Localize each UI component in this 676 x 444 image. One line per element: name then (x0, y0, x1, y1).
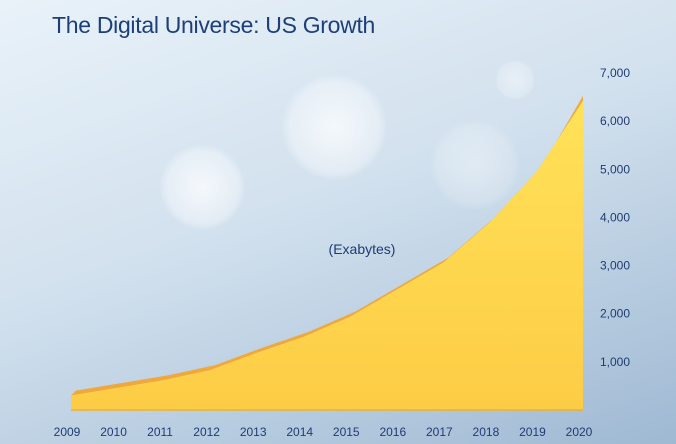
y-tick-label: 2,000 (600, 307, 630, 321)
units-annotation: (Exabytes) (329, 241, 396, 257)
x-tick-label: 2015 (333, 425, 360, 439)
bokeh-light (160, 145, 245, 230)
y-tick-label: 6,000 (600, 114, 630, 128)
x-tick-label: 2019 (519, 425, 546, 439)
bokeh-light (282, 75, 387, 180)
x-tick-label: 2010 (100, 425, 127, 439)
y-tick-label: 4,000 (600, 210, 630, 224)
x-tick-label: 2012 (193, 425, 220, 439)
x-tick-label: 2013 (240, 425, 267, 439)
x-tick-label: 2009 (54, 425, 81, 439)
x-tick-label: 2017 (426, 425, 453, 439)
x-tick-label: 2016 (379, 425, 406, 439)
chart-title: The Digital Universe: US Growth (52, 12, 376, 38)
y-tick-label: 7,000 (600, 66, 630, 80)
y-tick-label: 3,000 (600, 259, 630, 273)
y-tick-label: 5,000 (600, 162, 630, 176)
bokeh-light (495, 60, 535, 100)
x-tick-label: 2011 (147, 425, 173, 439)
x-tick-label: 2018 (473, 425, 500, 439)
bokeh-light (430, 120, 520, 210)
x-tick-label: 2014 (286, 425, 313, 439)
y-tick-label: 1,000 (600, 355, 630, 369)
area-series-exabytes (71, 100, 583, 411)
x-tick-label: 2020 (566, 425, 593, 439)
